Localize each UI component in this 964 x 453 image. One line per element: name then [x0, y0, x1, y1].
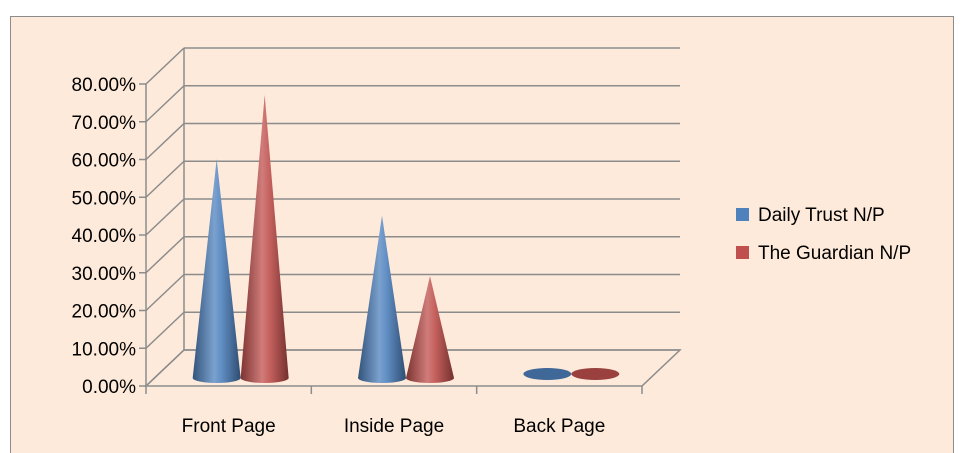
- side-gridline: [145, 311, 185, 349]
- cone-0-1: [240, 94, 289, 383]
- chart-area: [10, 16, 954, 453]
- y-tick-label: 50.00%: [72, 188, 137, 209]
- legend-label: Daily Trust N/P: [758, 205, 885, 226]
- side-gridline: [145, 47, 185, 85]
- cone-0-0: [192, 159, 241, 383]
- side-gridline: [145, 85, 185, 123]
- y-tick-label: 40.00%: [72, 226, 137, 247]
- side-gridline: [145, 160, 185, 198]
- legend-item: Daily Trust N/P: [736, 205, 885, 226]
- y-tick-label: 30.00%: [72, 264, 137, 285]
- y-tick-label: 70.00%: [72, 113, 137, 134]
- cone-1-1: [406, 276, 454, 383]
- cone-2-0: [523, 368, 572, 380]
- cone-1-0: [358, 215, 406, 383]
- x-tick-label: Inside Page: [344, 416, 444, 437]
- legend-swatch: [736, 208, 749, 221]
- y-axis-ticks: 0.00% 10.00% 20.00% 30.00% 40.00% 50.00% 60.00…: [72, 75, 146, 398]
- side-gridline: [145, 236, 185, 274]
- cone-2-1: [571, 368, 620, 380]
- legend-swatch: [736, 246, 749, 259]
- side-gridline: [145, 349, 185, 387]
- chart-marks: [192, 94, 620, 383]
- x-tick-label: Front Page: [182, 416, 276, 437]
- y-tick-label: 20.00%: [72, 302, 137, 323]
- legend-item: The Guardian N/P: [736, 243, 911, 264]
- legend-label: The Guardian N/P: [758, 243, 911, 264]
- side-gridline: [145, 122, 185, 161]
- side-gridline: [145, 198, 185, 236]
- y-tick-label: 80.00%: [72, 75, 137, 96]
- side-gridline: [145, 273, 185, 312]
- y-tick-label: 60.00%: [72, 151, 137, 172]
- y-tick-label: 0.00%: [82, 377, 136, 398]
- legend: Daily Trust N/P The Guardian N/P: [736, 205, 911, 264]
- x-axis: Front Page Inside Page Back Page: [145, 386, 643, 437]
- x-tick-label: Back Page: [513, 416, 605, 437]
- y-tick-label: 10.00%: [72, 339, 137, 360]
